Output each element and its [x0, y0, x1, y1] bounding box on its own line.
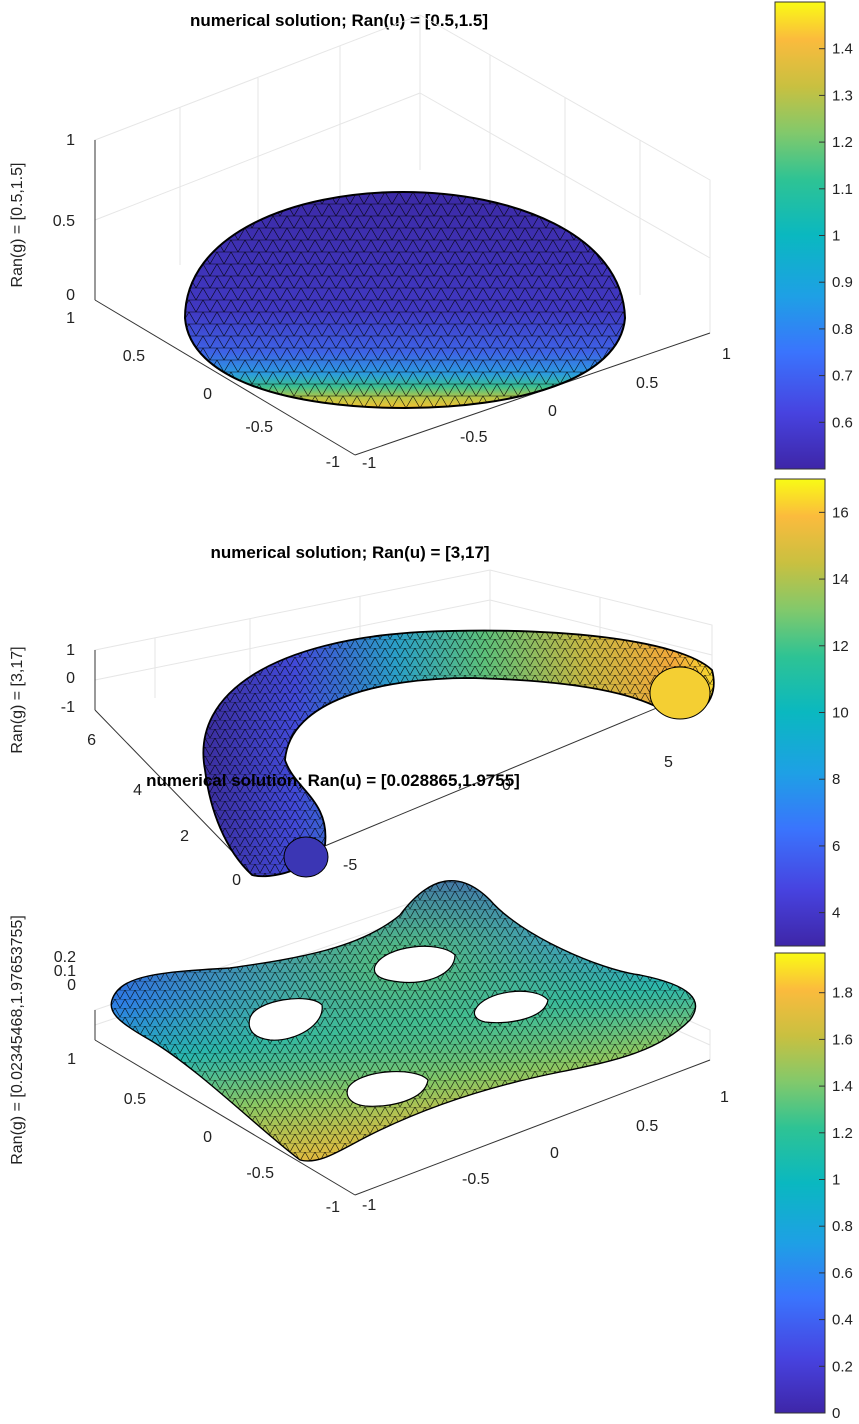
plot-1-y-ticks: 1 0.5 0 -0.5 -1 [66, 310, 340, 471]
plate-hole [248, 998, 323, 1041]
plot-2-z-label: Ran(g) = [3,17] [9, 646, 26, 753]
plot-2-x-ticks: -5 0 5 [343, 754, 673, 874]
colorbar-3-ticks: 0 0.2 0.4 0.6 0.8 1 1.2 1.4 1.6 1.8 [819, 985, 853, 1422]
plot-2-y-tick: 0 [232, 872, 241, 889]
plot-1-y-tick: 0.5 [123, 348, 145, 365]
plot-2-y-tick: 4 [133, 782, 142, 799]
plot-1-y-tick: -0.5 [245, 419, 273, 436]
colorbar-tick-label: 0 [832, 1405, 840, 1422]
colorbar-tick-label: 1 [832, 228, 840, 245]
colorbar-tick-label: 6 [832, 838, 840, 855]
colorbar-tick-label: 1.2 [832, 1125, 853, 1142]
plot-3-x-tick: 0 [550, 1145, 559, 1162]
plot-2-x-tick: 0 [502, 777, 511, 794]
plot-1-x-tick: 1 [722, 346, 731, 363]
plot-2-title: numerical solution; Ran(u) = [3,17] [210, 543, 489, 562]
colorbar-tick-label: 0.7 [832, 368, 853, 385]
colorbar-tick-label: 0.8 [832, 1218, 853, 1235]
plot-3-z-tick: 0.1 [54, 963, 76, 980]
colorbar-1-bar [774, 1, 826, 470]
plot-2-y-tick: 2 [180, 828, 189, 845]
colorbar-tick-label: 1 [832, 1171, 840, 1188]
colorbar-tick-label: 1.3 [832, 87, 853, 104]
colorbar-tick-label: 1.4 [832, 41, 853, 58]
plot-1-x-tick: -1 [362, 455, 376, 472]
colorbar-tick-label: 0.2 [832, 1358, 853, 1375]
plot-3-x-tick: -1 [362, 1197, 376, 1214]
plot-3-y-tick: 0.5 [124, 1091, 146, 1108]
plot-3-y-tick: -1 [326, 1199, 340, 1216]
plot-3-x-tick: 1 [720, 1089, 729, 1106]
plot-2-z-ticks: 1 0 -1 [61, 642, 75, 716]
colorbar-2-ticks: 4 6 8 10 12 14 16 [819, 504, 849, 922]
plot-3-x-ticks: -1 -0.5 0 0.5 1 [362, 1089, 729, 1214]
plate-surface [110, 880, 697, 1162]
plot-1-box [94, 14, 711, 456]
colorbar-2-bar [774, 478, 826, 947]
colorbar-tick-label: 8 [832, 771, 840, 788]
colorbar-tick-label: 0.4 [832, 1312, 853, 1329]
colorbar-2: 4 6 8 10 12 14 16 [774, 478, 849, 947]
hemisphere-surface [183, 191, 627, 410]
plate-hole [373, 945, 456, 984]
plot-2-y-tick: 6 [87, 732, 96, 749]
colorbar-tick-label: 10 [832, 705, 849, 722]
plot-2-box [94, 569, 713, 876]
colorbar-tick-label: 1.4 [832, 1078, 853, 1095]
plot-3-x-tick: 0.5 [636, 1118, 658, 1135]
plot-1-x-tick: 0.5 [636, 375, 658, 392]
plot-1-z-tick: 1 [66, 132, 75, 149]
plot-3-title: numerical solution; Ran(u) = [0.028865,1… [146, 771, 520, 790]
plot-2-x-tick: -5 [343, 857, 357, 874]
plot-1: numerical solution; Ran(u) = [0.5,1.5] 1… [9, 1, 853, 472]
plot-3-z-ticks: 0.2 0.1 0 [54, 949, 76, 994]
plot-2-z-tick: -1 [61, 699, 75, 716]
plot-2-z-tick: 1 [66, 642, 75, 659]
plot-1-y-tick: -1 [326, 454, 340, 471]
plot-1-title: numerical solution; Ran(u) = [0.5,1.5] [190, 11, 488, 30]
plot-1-z-tick: 0 [66, 287, 75, 304]
colorbar-tick-label: 1.8 [832, 985, 853, 1002]
plot-3-y-tick: -0.5 [246, 1165, 274, 1182]
plot-1-z-ticks: 1 0.5 0 [53, 132, 75, 304]
colorbar-tick-label: 1.1 [832, 181, 853, 198]
plot-2-z-tick: 0 [66, 670, 75, 687]
plot-2: numerical solution; Ran(u) = [3,17] 1 0 [9, 478, 849, 947]
colorbar-tick-label: 1.2 [832, 134, 853, 151]
colorbar-tick-label: 1.6 [832, 1031, 853, 1048]
plot-1-z-label: Ran(g) = [0.5,1.5] [9, 163, 26, 288]
plot-1-x-tick: -0.5 [460, 429, 488, 446]
plot-3-y-tick: 1 [67, 1051, 76, 1068]
plot-3-y-tick: 0 [203, 1129, 212, 1146]
colorbar-3-bar [774, 952, 826, 1414]
colorbar-tick-label: 4 [832, 905, 840, 922]
colorbar-1: 0.6 0.7 0.8 0.9 1 1.1 1.2 1.3 1.4 [774, 1, 853, 470]
plot-2-x-tick: 5 [664, 754, 673, 771]
colorbar-3: 0 0.2 0.4 0.6 0.8 1 1.2 1.4 1.6 1.8 [774, 952, 853, 1422]
colorbar-tick-label: 0.6 [832, 1265, 853, 1282]
colorbar-1-ticks: 0.6 0.7 0.8 0.9 1 1.1 1.2 1.3 1.4 [819, 41, 853, 431]
plot-3-z-tick: 0.2 [54, 949, 76, 966]
plot-1-z-tick: 0.5 [53, 213, 75, 230]
plot-2-y-ticks: 6 4 2 0 [87, 732, 241, 889]
colorbar-tick-label: 12 [832, 638, 849, 655]
plate-hole [473, 990, 549, 1024]
colorbar-tick-label: 16 [832, 504, 849, 521]
colorbar-tick-label: 0.9 [832, 274, 853, 291]
plot-3-z-label: Ran(g) = [0.02345468,1.97653755] [9, 915, 26, 1165]
colorbar-tick-label: 14 [832, 571, 849, 588]
plate-hole [346, 1070, 429, 1107]
plot-3-z-tick: 0 [67, 977, 76, 994]
plot-3-y-ticks: 1 0.5 0 -0.5 -1 [67, 1051, 340, 1216]
plot-1-x-tick: 0 [548, 403, 557, 420]
plot-1-y-tick: 0 [203, 386, 212, 403]
plot-1-y-tick: 1 [66, 310, 75, 327]
colorbar-tick-label: 0.6 [832, 414, 853, 431]
torus-surface [202, 629, 715, 878]
colorbar-tick-label: 0.8 [832, 321, 853, 338]
plot-3-x-tick: -0.5 [462, 1171, 490, 1188]
plot-3: numerical solution; Ran(u) = [0.028865,1… [9, 771, 853, 1422]
plot-1-x-ticks: -1 -0.5 0 0.5 1 [362, 346, 731, 472]
